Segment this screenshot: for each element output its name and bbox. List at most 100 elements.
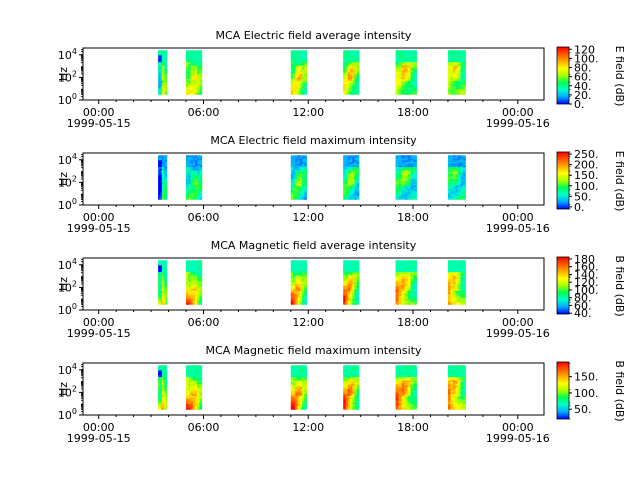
spectrogram-cell [293, 192, 296, 195]
spectrogram-cell [293, 265, 296, 268]
spectrogram-cell [452, 277, 456, 280]
spectrogram-cell [450, 79, 454, 82]
spectrogram-cell [158, 390, 160, 393]
spectrogram-cell [186, 397, 189, 400]
spectrogram-cell [161, 395, 164, 398]
spectrogram-cell [460, 85, 464, 88]
spectrogram-cell [343, 395, 346, 398]
spectrogram-cell [293, 282, 296, 285]
spectrogram-cell [450, 177, 454, 180]
colorbar [556, 256, 570, 315]
spectrogram-cell [462, 57, 466, 60]
spectrogram-cell [163, 277, 165, 280]
spectrogram-cell [457, 156, 461, 160]
spectrogram-cell [161, 58, 164, 61]
spectrogram-cell [462, 282, 466, 285]
spectrogram-cell [164, 85, 166, 88]
spectrogram-cell [199, 382, 203, 385]
spectrogram-cell [164, 173, 166, 177]
spectrogram-cell [199, 53, 203, 56]
spectrogram-cell [304, 57, 307, 60]
spectrogram-cell [192, 80, 196, 83]
spectrogram-cell [164, 195, 166, 199]
spectrogram-cell [299, 378, 303, 381]
colorbar-tick-label: 0. [574, 201, 585, 214]
spectrogram-cell [293, 168, 296, 171]
spectrogram-cell [457, 51, 461, 55]
spectrogram-cell [347, 163, 351, 166]
spectrogram-cell [356, 273, 360, 276]
spectrogram-cell [186, 373, 189, 376]
spectrogram-cell [190, 273, 194, 276]
spectrogram-cell [398, 392, 402, 395]
spectrogram-cell [354, 167, 358, 170]
spectrogram-cell [343, 165, 346, 168]
spectrogram-segment [186, 50, 203, 95]
spectrogram-cell [401, 63, 405, 66]
spectrogram-cell [462, 278, 466, 282]
spectrogram-cell [195, 155, 198, 158]
spectrogram-cell [457, 197, 461, 200]
spectrogram-cell [158, 285, 160, 288]
spectrogram-cell [356, 82, 360, 85]
spectrogram-cell [163, 173, 165, 177]
spectrogram-cell [343, 53, 346, 56]
spectrogram-cell [164, 55, 166, 58]
spectrogram-cell [349, 382, 353, 385]
spectrogram-cell [356, 267, 360, 270]
spectrogram-cell [450, 378, 454, 381]
spectrogram-cell [410, 179, 414, 182]
spectrogram-cell [343, 372, 346, 375]
spectrogram-cell [347, 67, 351, 70]
spectrogram-cell [347, 172, 351, 175]
spectrogram-cell [413, 79, 417, 82]
spectrogram-cell [295, 85, 298, 88]
spectrogram-cell [356, 179, 360, 182]
spectrogram-cell [352, 185, 355, 188]
spectrogram-cell [290, 295, 294, 298]
spectrogram-cell [302, 162, 305, 165]
spectrogram-cell [160, 383, 163, 387]
spectrogram-cell [164, 53, 166, 56]
spectrogram-cell [347, 370, 351, 373]
spectrogram-cell [190, 82, 194, 85]
spectrogram-cell [159, 397, 161, 400]
spectrogram-cell [352, 399, 355, 402]
spectrogram-cell [347, 185, 351, 188]
spectrogram-cell [410, 84, 414, 87]
spectrogram-cell [404, 156, 408, 160]
spectrogram-cell [159, 405, 161, 409]
spectrogram-cell [197, 261, 200, 265]
spectrogram-cell [460, 402, 464, 405]
spectrogram-cell [347, 57, 351, 60]
spectrogram-cell [404, 299, 408, 302]
spectrogram-cell [290, 368, 294, 371]
spectrogram-cell [290, 82, 294, 85]
spectrogram-cell [199, 285, 203, 288]
spectrogram-cell [165, 180, 168, 183]
spectrogram-cell [188, 378, 191, 381]
spectrogram-cell [160, 399, 163, 402]
spectrogram-cell [158, 79, 160, 82]
spectrogram-cell [450, 290, 454, 293]
spectrogram-cell [401, 70, 405, 73]
spectrogram-cell [297, 165, 301, 168]
spectrogram-cell [462, 390, 466, 393]
spectrogram-cell [161, 405, 164, 409]
spectrogram-cell [163, 65, 165, 68]
spectrogram-cell [410, 295, 414, 298]
spectrogram-cell [455, 182, 459, 185]
spectrogram-cell [302, 377, 305, 380]
spectrogram-cell [450, 394, 454, 397]
spectrogram-cell [192, 278, 196, 282]
axes-frame [82, 362, 545, 416]
spectrogram-cell [455, 394, 459, 397]
spectrogram-cell [347, 192, 351, 195]
spectrogram-cell [297, 302, 301, 305]
spectrogram-cell [347, 300, 351, 304]
spectrogram-cell [188, 170, 191, 173]
spectrogram-cell [450, 405, 454, 409]
spectrogram-cell [413, 265, 417, 268]
spectrogram-cell [160, 57, 163, 60]
spectrogram-cell [299, 65, 303, 68]
